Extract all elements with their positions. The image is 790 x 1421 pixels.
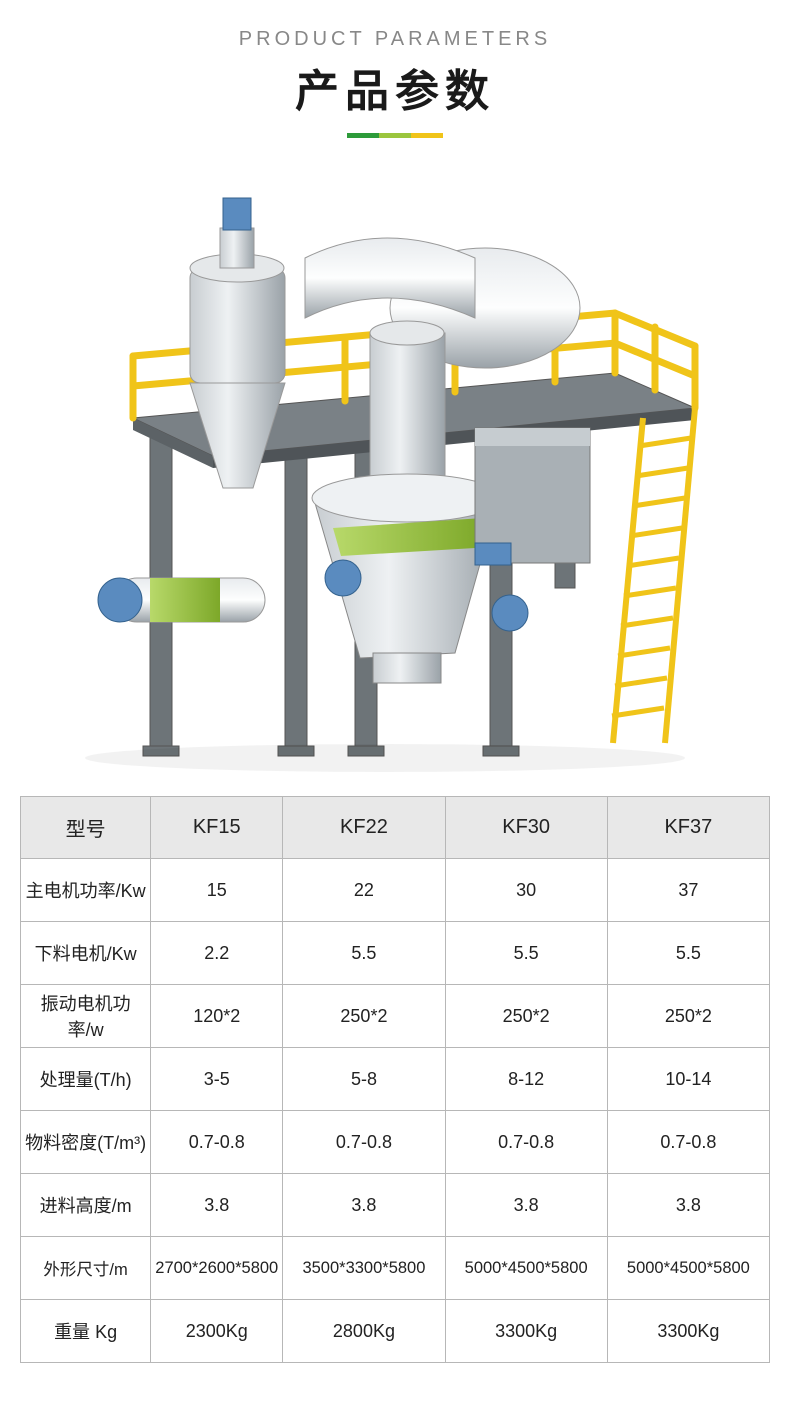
table-row: 外形尺寸/m2700*2600*58003500*3300*58005000*4… [21, 1237, 770, 1300]
cell: 5000*4500*5800 [607, 1237, 769, 1300]
row-label: 下料电机/Kw [21, 922, 151, 985]
page-header: PRODUCT PARAMETERS 产品参数 [0, 0, 790, 138]
model-header: KF22 [283, 797, 445, 859]
cell: 2800Kg [283, 1300, 445, 1363]
spec-table-body: 主电机功率/Kw15223037下料电机/Kw2.25.55.55.5振动电机功… [21, 859, 770, 1363]
cell: 10-14 [607, 1048, 769, 1111]
cell: 3.8 [607, 1174, 769, 1237]
cell: 37 [607, 859, 769, 922]
cell: 0.7-0.8 [151, 1111, 283, 1174]
model-header: KF30 [445, 797, 607, 859]
cell: 2.2 [151, 922, 283, 985]
product-illustration [55, 158, 735, 778]
row-label: 主电机功率/Kw [21, 859, 151, 922]
model-header: KF37 [607, 797, 769, 859]
model-header: KF15 [151, 797, 283, 859]
divider-seg-3 [411, 133, 443, 138]
table-header-row: 型号 KF15 KF22 KF30 KF37 [21, 797, 770, 859]
cell: 3-5 [151, 1048, 283, 1111]
cell: 5-8 [283, 1048, 445, 1111]
cell: 120*2 [151, 985, 283, 1048]
cell: 5.5 [607, 922, 769, 985]
cell: 0.7-0.8 [607, 1111, 769, 1174]
cell: 5.5 [283, 922, 445, 985]
row-label: 重量 Kg [21, 1300, 151, 1363]
spec-table: 型号 KF15 KF22 KF30 KF37 主电机功率/Kw15223037下… [20, 796, 770, 1363]
cell: 3300Kg [445, 1300, 607, 1363]
cell: 2300Kg [151, 1300, 283, 1363]
cell: 15 [151, 859, 283, 922]
row-label: 外形尺寸/m [21, 1237, 151, 1300]
table-row: 振动电机功率/w120*2250*2250*2250*2 [21, 985, 770, 1048]
cell: 0.7-0.8 [283, 1111, 445, 1174]
table-row: 进料高度/m3.83.83.83.8 [21, 1174, 770, 1237]
cell: 3.8 [283, 1174, 445, 1237]
page-subtitle: PRODUCT PARAMETERS [0, 28, 790, 51]
row-label: 进料高度/m [21, 1174, 151, 1237]
cell: 0.7-0.8 [445, 1111, 607, 1174]
row-label: 处理量(T/h) [21, 1048, 151, 1111]
divider [0, 133, 790, 138]
cell: 250*2 [445, 985, 607, 1048]
table-row: 处理量(T/h)3-55-88-1210-14 [21, 1048, 770, 1111]
table-row: 物料密度(T/m³)0.7-0.80.7-0.80.7-0.80.7-0.8 [21, 1111, 770, 1174]
cell: 2700*2600*5800 [151, 1237, 283, 1300]
cell: 22 [283, 859, 445, 922]
cell: 5.5 [445, 922, 607, 985]
cell: 250*2 [283, 985, 445, 1048]
table-row: 下料电机/Kw2.25.55.55.5 [21, 922, 770, 985]
row-label: 振动电机功率/w [21, 985, 151, 1048]
page-title: 产品参数 [0, 55, 790, 119]
cell: 250*2 [607, 985, 769, 1048]
cell: 30 [445, 859, 607, 922]
cell: 8-12 [445, 1048, 607, 1111]
cell: 3.8 [151, 1174, 283, 1237]
table-row: 主电机功率/Kw15223037 [21, 859, 770, 922]
divider-seg-2 [379, 133, 411, 138]
cell: 5000*4500*5800 [445, 1237, 607, 1300]
corner-label: 型号 [21, 797, 151, 859]
cell: 3500*3300*5800 [283, 1237, 445, 1300]
table-row: 重量 Kg2300Kg2800Kg3300Kg3300Kg [21, 1300, 770, 1363]
divider-seg-1 [347, 133, 379, 138]
cell: 3300Kg [607, 1300, 769, 1363]
row-label: 物料密度(T/m³) [21, 1111, 151, 1174]
machine-svg [55, 158, 735, 778]
cell: 3.8 [445, 1174, 607, 1237]
